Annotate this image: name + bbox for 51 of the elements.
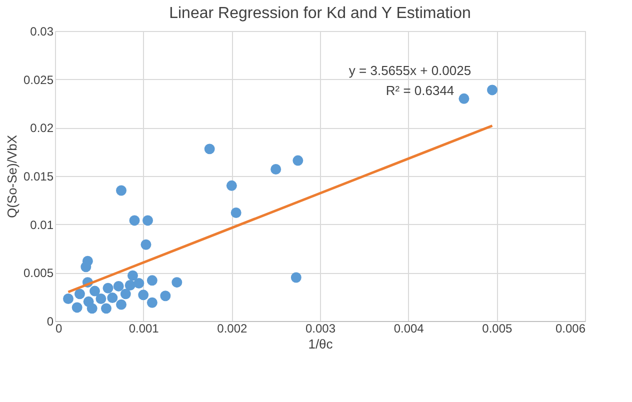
point: [80, 262, 92, 272]
y-tick-label: 0.025: [23, 72, 54, 87]
point: [290, 272, 302, 283]
y-tick-label: 0.02: [30, 121, 54, 136]
point: [102, 282, 114, 294]
x-tick-label: 0.005: [482, 322, 513, 336]
point: [292, 155, 304, 166]
point: [129, 215, 140, 226]
chart-title: Linear Regression for Kd and Y Estimation: [169, 5, 471, 22]
point: [204, 144, 215, 154]
point: [127, 270, 138, 281]
y-tick-label: 0.015: [23, 170, 54, 184]
point: [90, 286, 100, 296]
point: [146, 275, 158, 286]
point: [63, 294, 74, 304]
y-tick-label: 0.005: [23, 266, 54, 280]
x-tick-label: 0: [56, 322, 62, 336]
point: [160, 290, 171, 302]
point: [107, 292, 118, 304]
point: [230, 208, 242, 218]
point: [140, 239, 152, 250]
point: [72, 302, 82, 313]
y-tick-label: 0.01: [30, 218, 54, 232]
point: [458, 93, 470, 104]
annotation: R² = 0.6344: [386, 83, 454, 98]
point: [134, 278, 144, 289]
point: [172, 277, 182, 288]
x-tick-label: 0.002: [217, 322, 248, 336]
point: [124, 280, 136, 290]
point: [146, 297, 158, 308]
point: [113, 280, 124, 292]
point: [74, 288, 85, 300]
x-tick-label: 0.003: [305, 322, 336, 336]
point: [487, 84, 498, 96]
point: [86, 303, 98, 314]
y-tick-label: 0.03: [30, 24, 54, 38]
point: [226, 180, 237, 191]
annotation: y = 3.5655x + 0.0025: [348, 63, 472, 78]
point: [138, 290, 149, 300]
x-tick-label: 0.004: [394, 322, 424, 336]
point: [100, 303, 112, 314]
point: [270, 164, 282, 174]
x-tick-label: 0.001: [128, 322, 160, 336]
x-axis-title: 1/θc: [308, 336, 334, 352]
point: [142, 215, 153, 226]
y-axis-title: Q(So-Se)/VbX: [4, 134, 20, 218]
point: [96, 294, 106, 304]
point: [116, 185, 126, 196]
x-tick-label: 0.006: [555, 322, 586, 336]
point: [120, 288, 131, 300]
point: [116, 299, 126, 310]
